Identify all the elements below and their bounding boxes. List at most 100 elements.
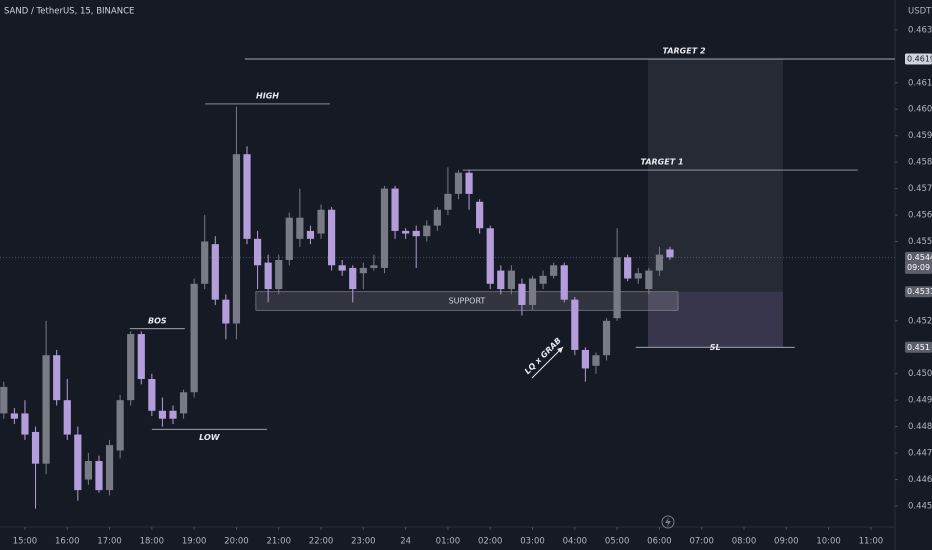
candle [666, 246, 674, 260]
candle-body [518, 283, 526, 305]
candle-body [232, 154, 241, 324]
candle-body [497, 270, 505, 290]
candle [21, 400, 29, 440]
candle [169, 405, 177, 424]
candle-body [539, 275, 547, 284]
candle-body [148, 379, 156, 411]
candle [31, 426, 40, 509]
price-tag-label: 0.451 [907, 343, 930, 352]
candle [370, 254, 378, 271]
x-tick-label: 09:00 [774, 537, 799, 547]
candle [465, 170, 473, 210]
price-tag [905, 53, 932, 65]
candle-body [476, 201, 484, 229]
price-tag [905, 251, 932, 274]
candle [655, 246, 664, 276]
candle-body [158, 410, 167, 419]
candle [412, 225, 420, 268]
candle [550, 262, 558, 279]
candle [328, 207, 336, 271]
candle-body [624, 257, 632, 279]
candle-body [592, 355, 600, 366]
support-label: SUPPORT [449, 296, 486, 305]
x-tick-label: 10:00 [816, 537, 841, 547]
icon-bolt[interactable] [665, 517, 671, 527]
candle-body [317, 209, 325, 234]
x-tick-label: 07:00 [689, 537, 714, 547]
candle [454, 170, 463, 200]
candle [634, 267, 642, 284]
x-tick-label: 03:00 [520, 537, 545, 547]
candle-body [0, 386, 8, 414]
candle [571, 297, 579, 356]
candle [497, 265, 505, 295]
candle-body [655, 254, 664, 271]
icon-circle[interactable] [661, 515, 675, 529]
candle [338, 260, 346, 276]
candle-body [550, 265, 558, 276]
candle [158, 397, 167, 427]
candle [296, 188, 304, 247]
candle [602, 318, 611, 361]
x-tick-label: 15:00 [13, 537, 38, 547]
candle [63, 379, 71, 440]
x-tick-label: 11:00 [859, 537, 884, 547]
stop-zone [647, 291, 783, 348]
candle [264, 254, 272, 303]
y-tick-label: 0.4450 [908, 501, 932, 511]
candle-body [486, 228, 494, 284]
price-tag-label: 0.4544 [907, 253, 932, 262]
candle [190, 278, 198, 398]
candle-body [391, 188, 399, 231]
candle [317, 204, 325, 239]
candle-body [53, 355, 61, 401]
x-tick-label: 23:00 [351, 537, 376, 547]
candle-body [127, 334, 135, 401]
x-tick-label: 04:00 [563, 537, 588, 547]
candle-body [328, 209, 336, 266]
candle-body [264, 262, 272, 290]
lq-arrow [531, 346, 564, 379]
candle-body [338, 265, 346, 271]
candle [433, 207, 441, 231]
candle-body [42, 355, 50, 464]
candle [476, 199, 484, 234]
candle-body [105, 445, 114, 491]
arrow-line [531, 346, 564, 379]
candle [624, 254, 632, 282]
candle-body [201, 241, 209, 284]
x-tick-label: 18:00 [140, 537, 165, 547]
candle [222, 294, 230, 340]
candle-body [296, 217, 304, 239]
candle-body [179, 392, 188, 414]
candle [105, 439, 114, 496]
annotation-label: HIGH [256, 91, 279, 100]
candle [560, 262, 568, 303]
candle [613, 228, 621, 321]
candle-body [137, 334, 145, 380]
candle-body [465, 172, 473, 194]
annotation-label: TARGET 2 [662, 46, 705, 55]
candle-body [359, 267, 367, 274]
candle [95, 455, 103, 493]
countdown-label: 09:09 [907, 263, 930, 272]
replay-icon[interactable] [661, 515, 675, 529]
candle [232, 106, 241, 340]
candle [306, 225, 315, 245]
candle [116, 394, 124, 459]
candle [391, 185, 399, 239]
candle [581, 347, 589, 382]
candle [518, 278, 526, 316]
